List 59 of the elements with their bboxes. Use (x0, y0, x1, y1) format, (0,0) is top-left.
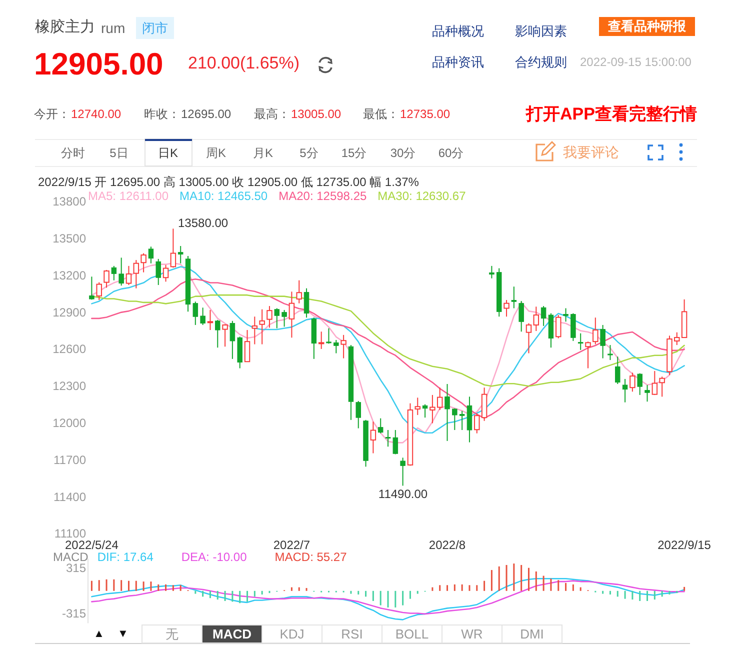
annotation: 今开： (34, 107, 70, 121)
annotation: 查看品种研报 (608, 18, 686, 34)
y-tick: 13500 (52, 232, 86, 246)
annotation: 15分 (341, 146, 367, 160)
annotation: 30分 (390, 146, 416, 160)
annotation: 昨收： (144, 107, 180, 121)
y-tick: 315 (66, 561, 86, 576)
annotation: KDJ (280, 626, 304, 642)
annotation: 12735.00 (400, 107, 450, 121)
annotation: WR (461, 626, 483, 642)
annotation: 13580.00 (178, 216, 228, 230)
annotation: 无 (166, 626, 178, 642)
annotation: 闭市 (142, 20, 168, 36)
annotation: MACD (212, 626, 252, 642)
y-tick: 13800 (52, 194, 86, 209)
x-tick: 2022/8 (428, 538, 466, 552)
annotation: 影响因素 (515, 24, 567, 38)
annotation: 60分 (438, 146, 464, 160)
subtitle: 2022/9/15 开 12695.00 高 13005.00 收 12905.00 低 12735.00 幅 1.37% (38, 175, 419, 189)
x-tick: 2022/7 (273, 538, 310, 552)
annotation: 分时 (61, 146, 85, 160)
annotation: 12740.00 (71, 107, 122, 121)
annotation: 11490.00 (378, 487, 428, 501)
annotation: 合约规则 (515, 54, 567, 70)
annotation: ▲ (94, 628, 104, 640)
y-tick: 11100 (54, 526, 86, 541)
annotation: 13005.00 (291, 107, 342, 121)
y-tick: 12900 (52, 305, 86, 320)
annotation: 日K (158, 146, 178, 160)
annotation: 5日 (110, 146, 128, 160)
annotation: RSI (341, 626, 363, 642)
annotation: 周K (206, 146, 226, 160)
y-tick: 12600 (52, 342, 86, 356)
annotation: 5分 (300, 146, 318, 160)
annotation: rum (101, 20, 126, 36)
y-tick: 12000 (52, 416, 86, 430)
annotation: 210.00(1.65%) (188, 54, 300, 72)
y-tick: 11700 (54, 452, 86, 467)
annotation: 我要评论 (563, 144, 619, 160)
annotation: 月K (253, 146, 273, 160)
annotation: 2022-09-15 15:00:00 (580, 55, 692, 69)
y-tick: 11400 (54, 490, 86, 504)
annotation: ▼ (118, 628, 128, 640)
annotation: 品种概况 (432, 24, 484, 38)
annotation: 最高： (254, 107, 290, 121)
y-tick: 12300 (52, 379, 86, 394)
title: 橡胶主力 (35, 18, 95, 36)
x-tick: 2022/5/24 (65, 538, 118, 552)
annotation: 品种资讯 (432, 54, 484, 70)
annotation: 12905.00 (34, 46, 164, 82)
x-tick: 2022/9/15 (658, 538, 711, 552)
y-tick: 13200 (52, 268, 86, 282)
y-tick: -315 (62, 606, 86, 621)
annotation: 最低： (363, 107, 399, 121)
annotation: 12695.00 (181, 107, 232, 121)
annotation: DMI (520, 626, 544, 642)
annotation: BOLL (395, 626, 429, 642)
annotation: 打开APP查看完整行情 (526, 104, 697, 124)
title: MACD (53, 550, 88, 564)
